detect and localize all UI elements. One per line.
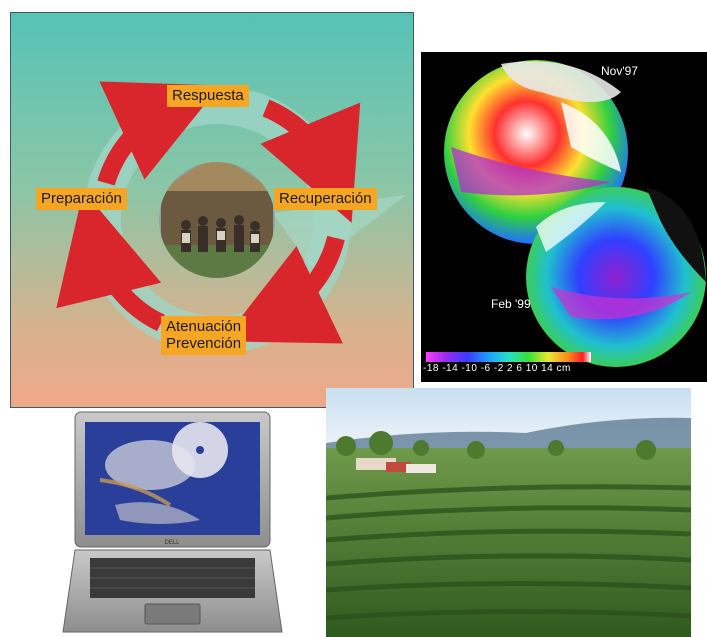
arrow-rec-to-aten	[222, 235, 345, 344]
label-feb99: Feb '99	[491, 297, 531, 311]
farm-buildings	[356, 458, 436, 473]
landmass	[646, 187, 706, 282]
field-ground	[326, 448, 691, 637]
stage-label-atenuacion-line1: Atenuación	[166, 318, 242, 335]
color-scale-bar	[426, 352, 591, 362]
disaster-cycle-diagram: Respuesta Recuperación Preparación Atenu…	[10, 12, 414, 408]
tree-line	[336, 431, 656, 460]
label-nov97: Nov'97	[601, 64, 638, 78]
arrow-aten-to-prep	[56, 190, 166, 332]
touchpad	[144, 603, 201, 625]
stage-label-recuperacion: Recuperación	[274, 188, 377, 210]
arrow-resp-to-rec	[260, 99, 361, 223]
stage-label-preparacion: Preparación	[36, 188, 127, 210]
dell-logo: DELL	[164, 540, 180, 546]
village-photo	[159, 162, 275, 278]
sea-surface-globes: Nov'97 Feb '99 -18 -14 -10 -6 -2 2 6 10 …	[421, 52, 707, 382]
stage-label-atenuacion-line2: Prevención	[166, 335, 242, 353]
crop-rows	[326, 484, 691, 621]
laptop-image: DELL	[60, 410, 285, 637]
arrow-prep-to-resp	[97, 81, 221, 186]
plantation-graphic	[326, 388, 691, 637]
stage-label-respuesta: Respuesta	[167, 85, 249, 107]
coffee-plantation-photo	[326, 388, 691, 637]
color-scale-labels: -18 -14 -10 -6 -2 2 6 10 14 cm	[423, 363, 571, 374]
stage-label-atenuacion: Atenuación Prevención	[161, 316, 247, 355]
globes-graphic	[444, 60, 706, 367]
laptop-graphic: DELL	[62, 411, 283, 633]
